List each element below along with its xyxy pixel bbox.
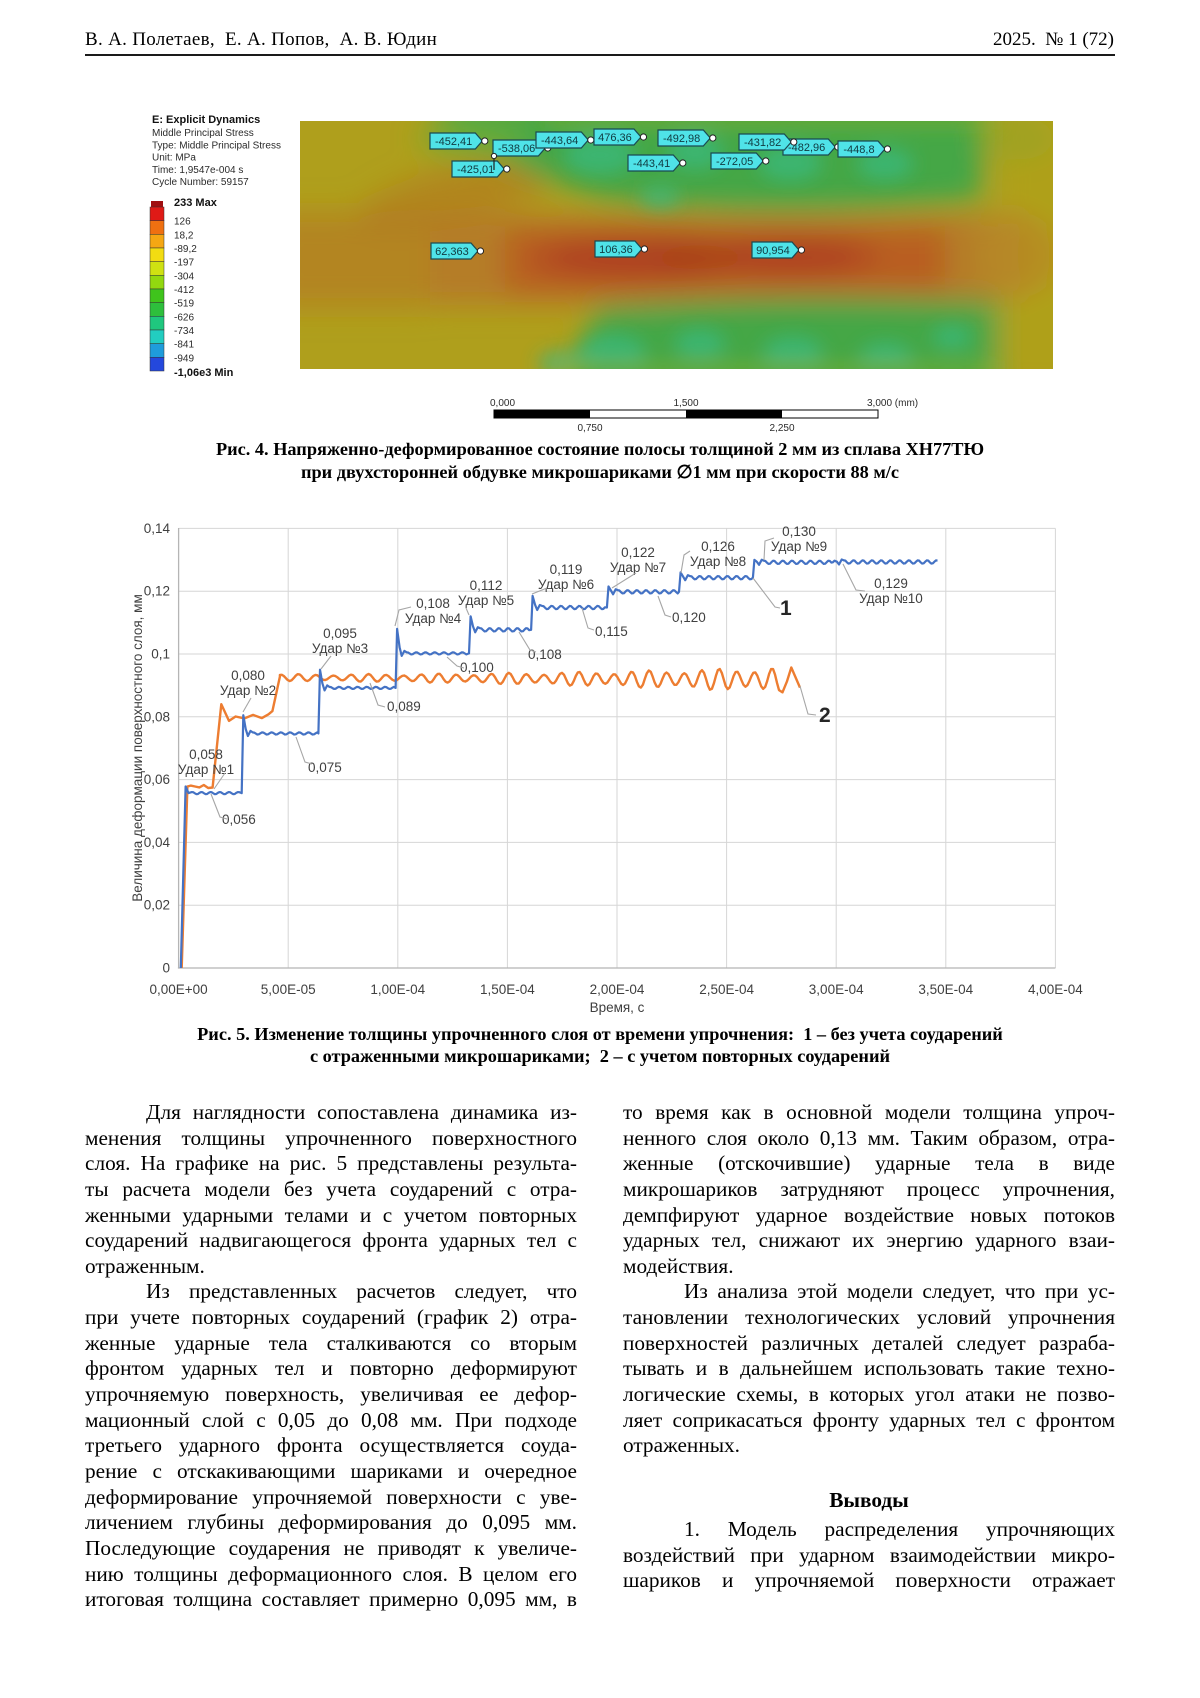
svg-text:-197: -197 bbox=[174, 258, 194, 269]
svg-text:-734: -734 bbox=[174, 326, 194, 337]
svg-text:90,954: 90,954 bbox=[756, 245, 790, 257]
svg-text:0,122: 0,122 bbox=[621, 545, 655, 560]
svg-text:0,095: 0,095 bbox=[323, 626, 357, 641]
svg-text:0,14: 0,14 bbox=[144, 521, 171, 536]
svg-text:-448,8: -448,8 bbox=[843, 144, 874, 156]
svg-text:0,115: 0,115 bbox=[595, 624, 628, 639]
svg-text:126: 126 bbox=[174, 217, 191, 228]
svg-text:Удар №3: Удар №3 bbox=[312, 641, 368, 656]
svg-text:0,02: 0,02 bbox=[144, 898, 170, 913]
svg-text:0,120: 0,120 bbox=[672, 610, 706, 625]
svg-text:-492,98: -492,98 bbox=[663, 133, 700, 145]
svg-text:4,00E-04: 4,00E-04 bbox=[1028, 982, 1083, 997]
svg-text:0,056: 0,056 bbox=[222, 812, 256, 827]
svg-text:62,363: 62,363 bbox=[435, 246, 469, 258]
svg-text:0,108: 0,108 bbox=[528, 647, 562, 662]
svg-text:3,00E-04: 3,00E-04 bbox=[809, 982, 864, 997]
svg-text:1,50E-04: 1,50E-04 bbox=[480, 982, 535, 997]
svg-text:1,500: 1,500 bbox=[673, 398, 698, 409]
svg-text:Величина деформации поверхност: Величина деформации поверхностного слоя,… bbox=[130, 594, 145, 902]
svg-text:2,50E-04: 2,50E-04 bbox=[699, 982, 754, 997]
svg-text:0,112: 0,112 bbox=[470, 578, 503, 593]
svg-text:1,00E-04: 1,00E-04 bbox=[370, 982, 425, 997]
svg-text:-626: -626 bbox=[174, 312, 194, 323]
svg-text:-443,64: -443,64 bbox=[541, 135, 578, 147]
svg-text:106,36: 106,36 bbox=[599, 244, 633, 256]
svg-text:0,080: 0,080 bbox=[231, 668, 265, 683]
svg-text:18,2: 18,2 bbox=[174, 230, 194, 241]
svg-text:-272,05: -272,05 bbox=[716, 156, 753, 168]
svg-text:Удар №1: Удар №1 bbox=[178, 762, 234, 777]
svg-text:Type: Middle Principal Stress: Type: Middle Principal Stress bbox=[152, 140, 281, 151]
svg-text:Удар №2: Удар №2 bbox=[220, 683, 276, 698]
svg-text:-425,01: -425,01 bbox=[457, 164, 494, 176]
svg-text:0,1: 0,1 bbox=[151, 647, 170, 662]
svg-text:0,750: 0,750 bbox=[577, 423, 602, 434]
svg-text:-89,2: -89,2 bbox=[174, 244, 197, 255]
svg-text:-431,82: -431,82 bbox=[744, 137, 781, 149]
svg-text:3,000 (mm): 3,000 (mm) bbox=[867, 398, 918, 409]
svg-text:Удар №9: Удар №9 bbox=[771, 539, 827, 554]
svg-text:0,089: 0,089 bbox=[387, 699, 421, 714]
svg-text:0,119: 0,119 bbox=[550, 562, 583, 577]
svg-text:0,075: 0,075 bbox=[308, 760, 342, 775]
svg-text:Время, с: Время, с bbox=[590, 1000, 645, 1015]
svg-text:Cycle Number: 59157: Cycle Number: 59157 bbox=[152, 177, 249, 188]
svg-text:-452,41: -452,41 bbox=[435, 136, 472, 148]
svg-text:Удар №4: Удар №4 bbox=[405, 611, 462, 626]
svg-text:Unit: MPa: Unit: MPa bbox=[152, 153, 196, 164]
svg-text:0: 0 bbox=[162, 961, 170, 976]
svg-text:-443,41: -443,41 bbox=[633, 158, 670, 170]
svg-text:-482,96: -482,96 bbox=[788, 142, 825, 154]
svg-text:0,129: 0,129 bbox=[874, 576, 908, 591]
svg-text:476,36: 476,36 bbox=[598, 132, 632, 144]
svg-text:0,08: 0,08 bbox=[144, 709, 170, 724]
svg-text:-1,06e3 Min: -1,06e3 Min bbox=[174, 367, 234, 379]
svg-text:0,126: 0,126 bbox=[701, 539, 735, 554]
svg-text:Удар №5: Удар №5 bbox=[458, 593, 514, 608]
svg-text:Удар №7: Удар №7 bbox=[610, 560, 666, 575]
svg-text:1: 1 bbox=[780, 597, 792, 620]
svg-text:2,250: 2,250 bbox=[769, 423, 794, 434]
svg-text:-304: -304 bbox=[174, 271, 194, 282]
svg-text:-538,06: -538,06 bbox=[498, 143, 535, 155]
svg-text:0,04: 0,04 bbox=[144, 835, 171, 850]
svg-text:2: 2 bbox=[819, 704, 831, 727]
svg-text:-949: -949 bbox=[174, 353, 194, 364]
svg-text:5,00E-05: 5,00E-05 bbox=[261, 982, 316, 997]
svg-text:3,50E-04: 3,50E-04 bbox=[918, 982, 973, 997]
svg-text:E: Explicit Dynamics: E: Explicit Dynamics bbox=[152, 114, 260, 126]
svg-text:Time: 1,9547e-004 s: Time: 1,9547e-004 s bbox=[152, 165, 243, 176]
svg-text:2,00E-04: 2,00E-04 bbox=[590, 982, 645, 997]
svg-text:-412: -412 bbox=[174, 285, 194, 296]
svg-text:Удар №6: Удар №6 bbox=[538, 577, 594, 592]
svg-text:Удар №10: Удар №10 bbox=[859, 591, 923, 606]
svg-text:Middle Principal Stress: Middle Principal Stress bbox=[152, 128, 254, 139]
svg-text:-519: -519 bbox=[174, 299, 194, 310]
svg-text:0,000: 0,000 bbox=[490, 398, 515, 409]
svg-text:233 Max: 233 Max bbox=[174, 197, 218, 209]
svg-text:0,058: 0,058 bbox=[189, 747, 223, 762]
svg-text:0,100: 0,100 bbox=[460, 660, 494, 675]
svg-text:0,130: 0,130 bbox=[782, 524, 816, 539]
svg-text:0,00E+00: 0,00E+00 bbox=[150, 982, 208, 997]
svg-text:0,12: 0,12 bbox=[144, 584, 170, 599]
svg-text:0,06: 0,06 bbox=[144, 772, 170, 787]
svg-text:Удар №8: Удар №8 bbox=[690, 554, 746, 569]
svg-text:-841: -841 bbox=[174, 340, 194, 351]
svg-text:0,108: 0,108 bbox=[416, 596, 450, 611]
